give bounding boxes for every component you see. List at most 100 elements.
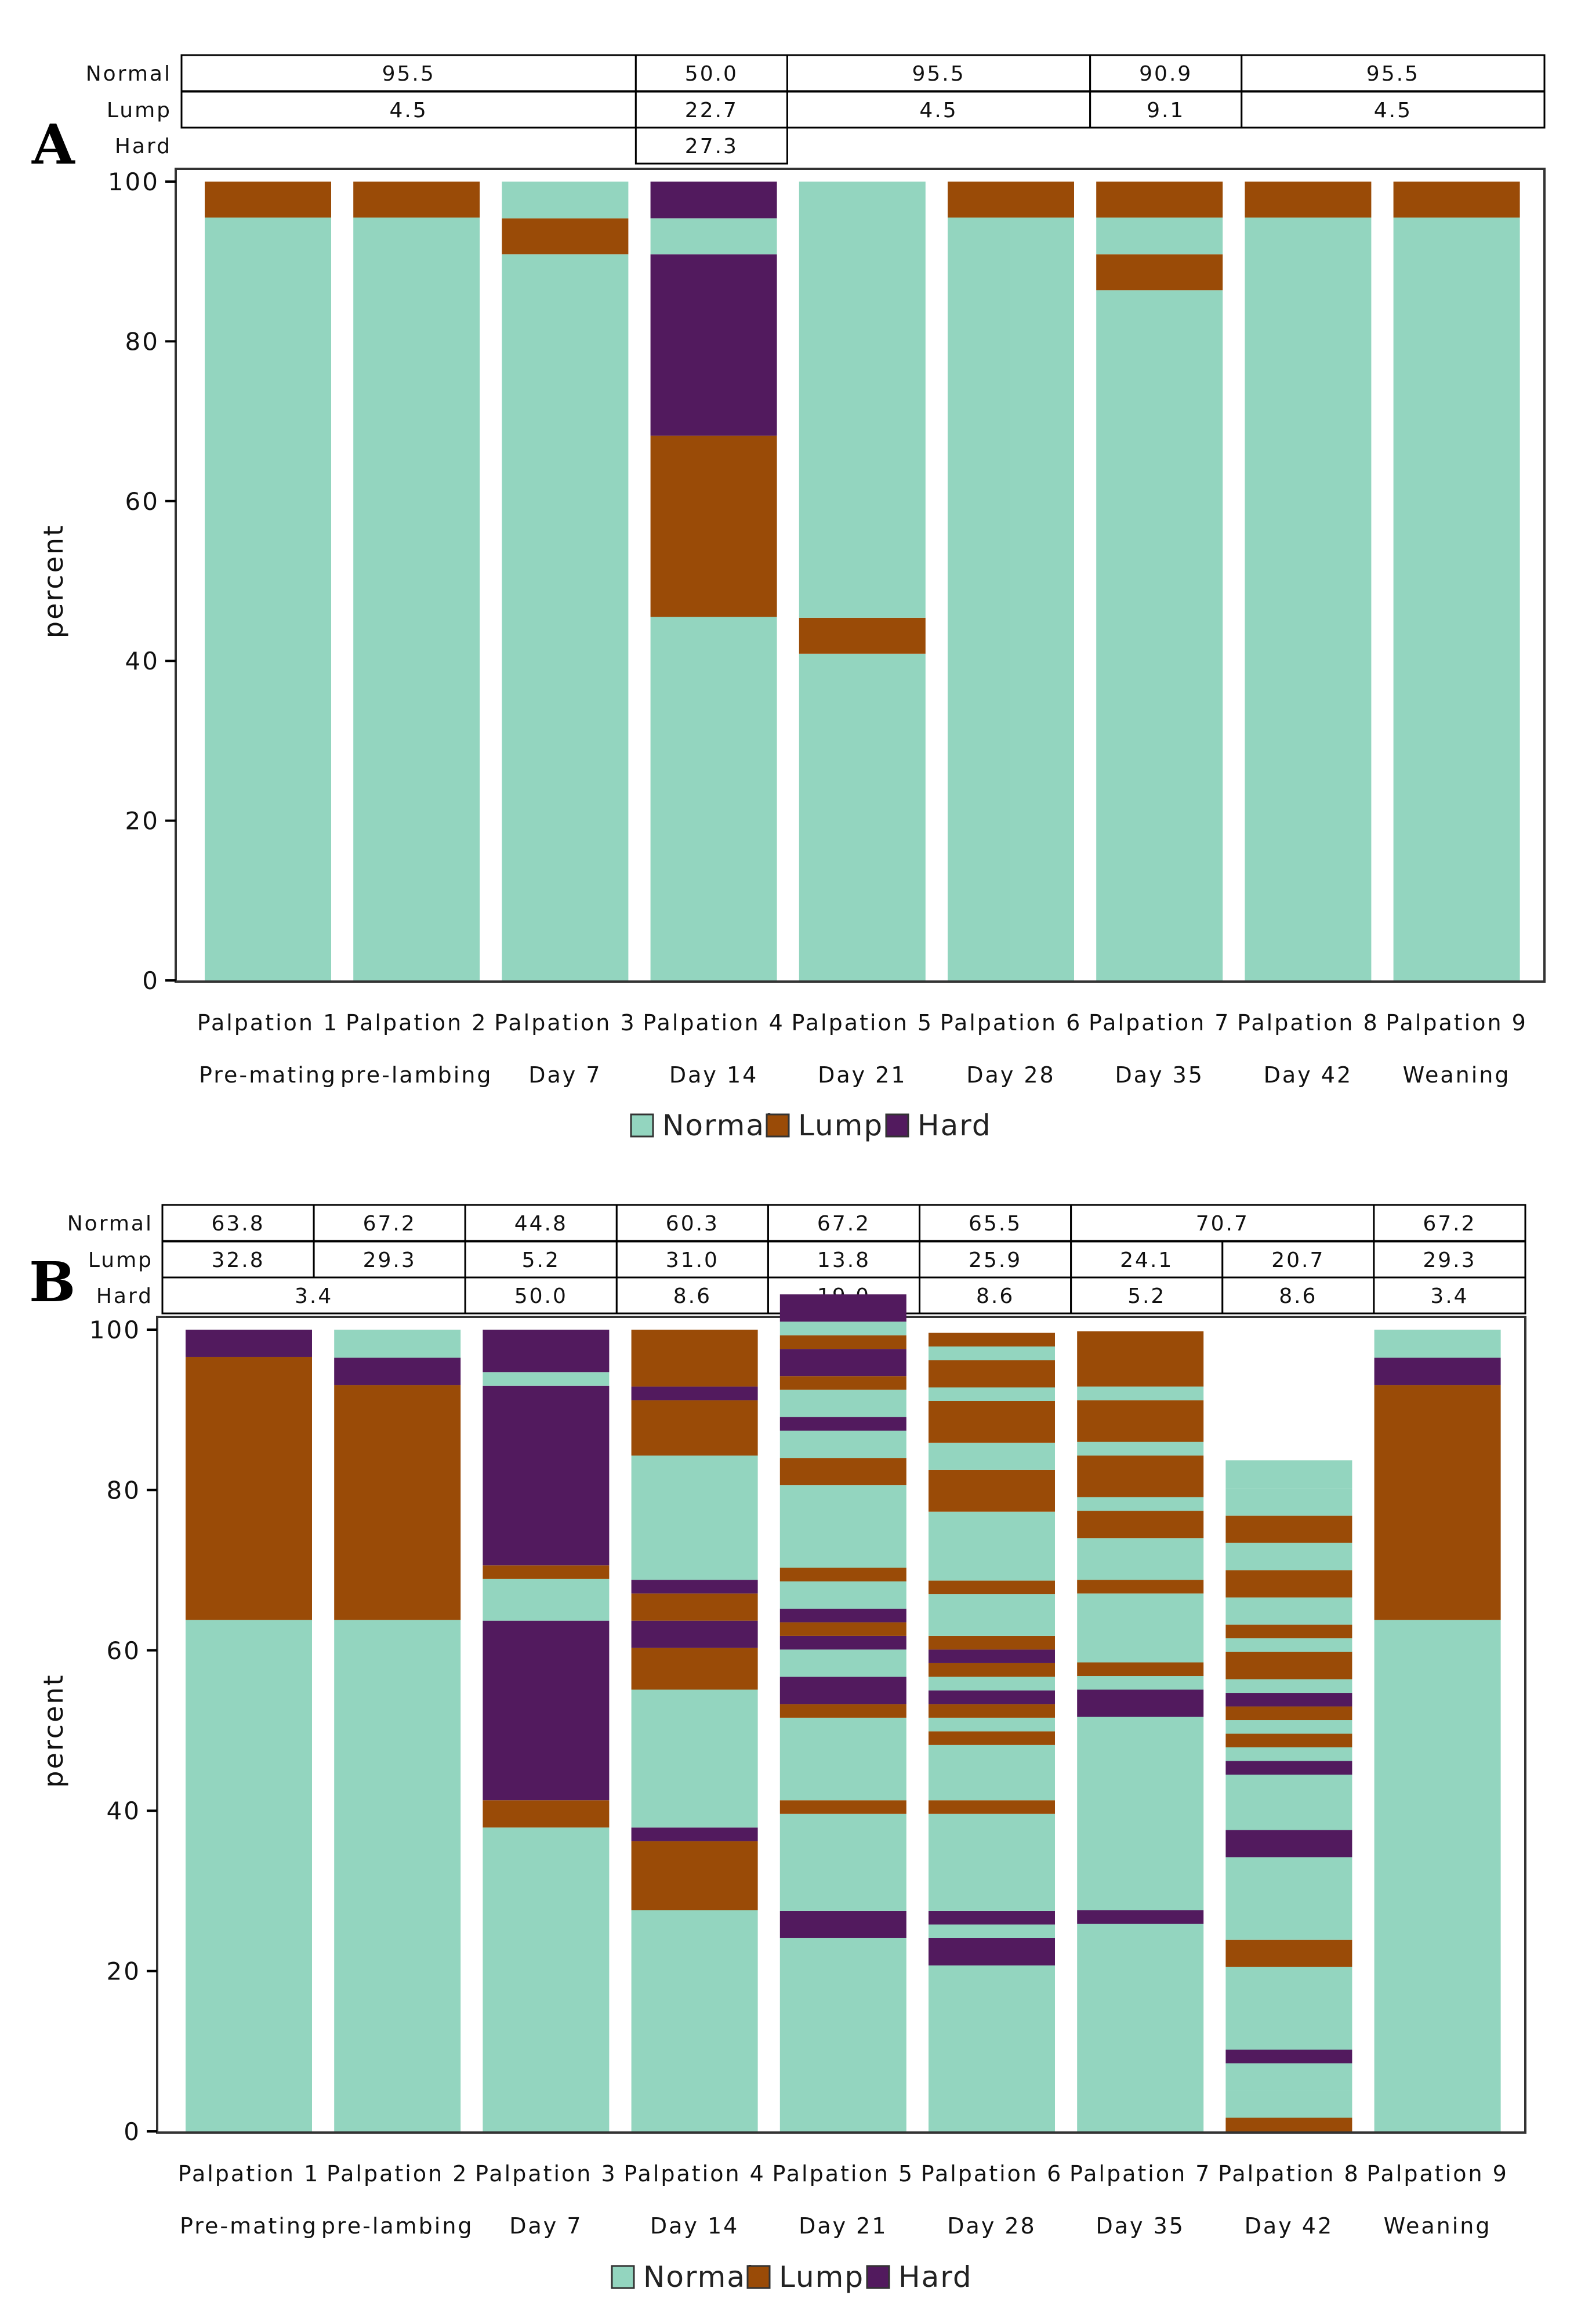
table-cell	[1089, 91, 1243, 129]
bar-segment-lump	[1225, 1733, 1352, 1748]
bar-segment-lump	[929, 1731, 1055, 1745]
bar-segment-hard	[929, 1910, 1055, 1925]
bar-5	[779, 1294, 906, 2131]
bar-segment-lump	[779, 1458, 906, 1486]
table-cell-value: 20.7	[1271, 1248, 1325, 1272]
bar-segment-normal	[929, 1442, 1055, 1470]
bar-segment-lump	[948, 182, 1074, 218]
y-axis-label: percent	[38, 524, 69, 638]
x-tick-label: Palpation 4	[623, 2161, 766, 2187]
bar-segment-hard	[1077, 1910, 1204, 1924]
bar-segment-hard	[631, 1620, 758, 1648]
table-cell	[919, 1240, 1072, 1279]
bar-segment-lump	[502, 218, 629, 255]
table-cell-value: 50.0	[514, 1284, 568, 1308]
bar-segment-hard	[779, 1349, 906, 1377]
bar-segment-lump	[779, 1622, 906, 1636]
legend-swatch-normal	[611, 2265, 635, 2289]
bar-8	[1225, 1460, 1352, 2131]
bar-segment-normal	[779, 1717, 906, 1801]
legend-label: Normal	[643, 2260, 755, 2294]
bar-segment-lump	[1225, 1570, 1352, 1598]
table-cell	[615, 1276, 769, 1315]
table-cell-value: 29.3	[1423, 1248, 1476, 1272]
table-row-label: Lump	[88, 1248, 153, 1272]
x-tick-label: Palpation 9	[1366, 2161, 1508, 2187]
bar-segment-normal	[631, 1910, 758, 2131]
bar-segment-normal	[1225, 1720, 1352, 1734]
x-tick-label: Palpation 2	[327, 2161, 469, 2187]
bar-segment-normal	[1077, 1497, 1204, 1511]
table-cell	[1070, 1276, 1224, 1315]
bar-segment-normal	[334, 1620, 461, 2131]
bar-segment-hard	[631, 1580, 758, 1594]
bar-segment-hard	[1225, 1693, 1352, 1707]
x-tick-sublabel: Day 35	[1096, 2213, 1184, 2239]
bar-segment-normal	[1077, 1924, 1204, 2131]
bar-segment-lump	[779, 1376, 906, 1390]
bar-segment-lump	[1225, 1652, 1352, 1679]
bar-segment-normal	[1393, 217, 1520, 981]
bar-segment-hard	[334, 1358, 461, 1385]
bar-segment-lump	[929, 1800, 1055, 1814]
bar-segment-normal	[929, 1924, 1055, 1938]
table-cell	[634, 54, 788, 92]
bar-segment-hard	[779, 1635, 906, 1650]
bar-segment-lump	[483, 1565, 610, 1579]
x-tick-sublabel: Day 28	[947, 2213, 1036, 2239]
legend-label: Lump	[798, 1109, 883, 1142]
table-cell	[919, 1204, 1072, 1242]
y-tick-label: 20	[125, 807, 159, 835]
bar-segment-normal	[1225, 1775, 1352, 1830]
bar-segment-normal	[779, 1431, 906, 1458]
x-tick-label: Palpation 1	[178, 2161, 320, 2187]
x-tick-sublabel: Weaning	[1403, 1062, 1511, 1088]
table-cell-value: 67.2	[363, 1212, 416, 1236]
x-tick-label: Palpation 1	[197, 1010, 339, 1036]
table-cell-value: 44.8	[514, 1212, 568, 1236]
bar-segment-lump	[631, 1400, 758, 1456]
x-tick-sublabel: Pre-mating	[180, 2213, 318, 2239]
panel-label: A	[31, 113, 75, 177]
bar-segment-lump	[186, 1356, 312, 1620]
legend-swatch-hard	[866, 2265, 890, 2289]
bar-segment-lump	[1225, 1706, 1352, 1721]
bar-segment-normal	[205, 217, 331, 981]
table-cell-value: 3.4	[1430, 1284, 1468, 1308]
bar-segment-lump	[205, 182, 331, 218]
legend-label: Hard	[898, 2260, 973, 2294]
x-tick-label: Palpation 3	[494, 1010, 636, 1036]
bar-segment-normal	[334, 1330, 461, 1358]
bar-segment-normal	[779, 1389, 906, 1417]
bar-segment-normal	[1096, 217, 1223, 255]
bar-segment-lump	[1077, 1400, 1204, 1442]
table-cell	[180, 91, 637, 129]
bar-segment-lump	[1225, 1515, 1352, 1543]
bar-segment-lump	[929, 1360, 1055, 1388]
bar-segment-normal	[502, 254, 629, 980]
bar-6	[929, 1333, 1055, 2131]
bar-6	[948, 182, 1074, 981]
bar-segment-normal	[1077, 1387, 1204, 1400]
x-axis: Palpation 1 Pre-mating Palpation 2 pre-lamb…	[197, 1010, 1526, 1088]
bar-segment-normal	[1225, 1967, 1352, 2050]
bar-2	[353, 182, 480, 981]
x-tick-sublabel: pre-lambing	[321, 2213, 474, 2239]
bar-segment-lump	[631, 1330, 758, 1387]
table-cell-value: 95.5	[912, 62, 965, 86]
bar-segment-normal	[1374, 1330, 1501, 1358]
legend-swatch-hard	[885, 1113, 909, 1138]
bar-segment-normal	[1077, 1538, 1204, 1580]
panel-a: A Normal 95.5 50.0 95.5 90.9 95.5 Lump 4.5 22.7 4.…	[31, 54, 1546, 1142]
table-row-label: Normal	[67, 1212, 153, 1236]
legend-label: Normal	[662, 1109, 774, 1142]
bar-4	[650, 182, 777, 980]
bar-segment-normal	[1225, 1747, 1352, 1761]
bar-segment-hard	[1225, 1761, 1352, 1775]
bar-segment-lump	[650, 435, 777, 617]
x-tick-sublabel: pre-lambing	[340, 1062, 493, 1088]
bar-segment-normal	[1077, 1593, 1204, 1663]
table-cell-value: 63.8	[211, 1212, 264, 1236]
y-axis-label: percent	[38, 1673, 69, 1787]
